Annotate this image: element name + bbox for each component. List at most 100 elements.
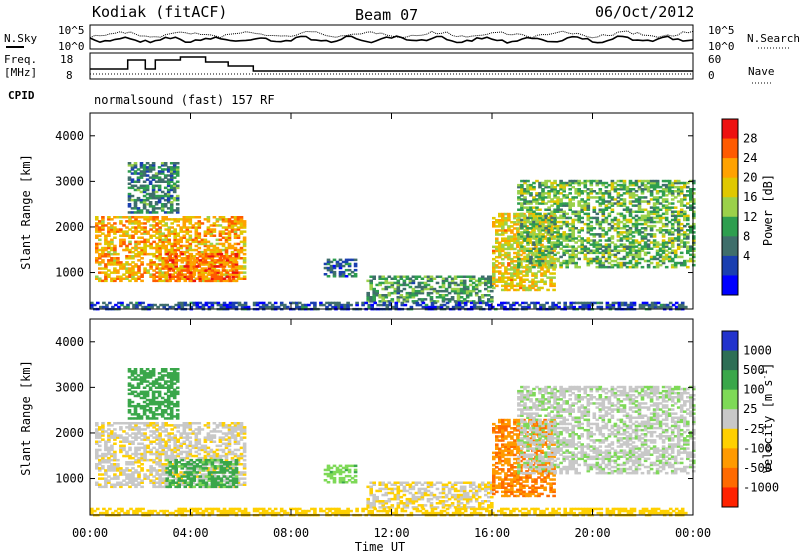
velocity-cell bbox=[122, 454, 126, 458]
power-cell bbox=[197, 226, 202, 229]
power-cell bbox=[151, 188, 156, 192]
power-cell bbox=[161, 234, 165, 237]
power-cell bbox=[532, 206, 536, 209]
power-cell bbox=[390, 281, 395, 285]
power-cell bbox=[128, 240, 132, 244]
power-cell bbox=[154, 207, 159, 210]
power-cell bbox=[182, 252, 187, 256]
power-cell bbox=[538, 194, 542, 197]
velocity-cell bbox=[176, 426, 180, 429]
power-cell bbox=[125, 257, 129, 260]
power-cell bbox=[125, 267, 129, 270]
velocity-cell bbox=[101, 428, 105, 431]
velocity-cell bbox=[188, 424, 193, 427]
power-cell bbox=[113, 222, 117, 225]
power-cell bbox=[604, 257, 609, 261]
power-cell bbox=[441, 285, 446, 289]
power-cell bbox=[119, 277, 123, 280]
power-cell bbox=[182, 230, 187, 233]
power-cell bbox=[616, 251, 621, 255]
power-cell bbox=[378, 300, 382, 303]
power-cell bbox=[637, 179, 642, 183]
power-cell bbox=[169, 186, 174, 190]
power-cell bbox=[628, 243, 633, 246]
power-cell bbox=[133, 162, 138, 165]
velocity-cell bbox=[218, 444, 223, 448]
velocity-cell bbox=[140, 452, 144, 456]
power-cell bbox=[173, 244, 177, 248]
power-cell bbox=[628, 233, 633, 236]
power-cell bbox=[550, 247, 554, 250]
power-cell bbox=[347, 262, 352, 266]
power-cell bbox=[142, 188, 147, 192]
power-cell bbox=[613, 229, 618, 232]
power-cell bbox=[450, 298, 455, 301]
power-cell bbox=[605, 305, 610, 309]
power-cell bbox=[158, 222, 162, 225]
power-cell bbox=[139, 172, 144, 175]
power-cell bbox=[221, 230, 226, 233]
power-cell bbox=[169, 209, 174, 212]
power-cell bbox=[137, 240, 141, 244]
velocity-cell bbox=[182, 458, 187, 462]
velocity-cell bbox=[209, 448, 214, 452]
power-cell bbox=[512, 301, 516, 305]
velocity-cell bbox=[206, 463, 211, 466]
power-cell bbox=[156, 305, 160, 309]
power-cell bbox=[182, 218, 187, 221]
power-cell bbox=[501, 221, 505, 224]
power-cell bbox=[628, 190, 633, 193]
power-cell bbox=[501, 216, 505, 220]
power-cell bbox=[586, 202, 591, 205]
power-cell bbox=[547, 185, 551, 189]
power-cell bbox=[632, 301, 637, 305]
power-cell bbox=[563, 305, 567, 309]
power-cell bbox=[676, 179, 681, 183]
power-cell bbox=[445, 305, 450, 309]
velocity-cell bbox=[155, 471, 159, 474]
power-cell bbox=[166, 166, 171, 169]
power-cell bbox=[140, 232, 144, 235]
power-cell bbox=[673, 253, 678, 257]
power-cell bbox=[617, 301, 622, 305]
velocity-cell bbox=[104, 477, 108, 480]
velocity-cell bbox=[188, 428, 193, 431]
power-cell bbox=[179, 271, 183, 274]
power-cell bbox=[623, 303, 628, 307]
velocity-cell bbox=[98, 469, 102, 472]
power-cell bbox=[378, 283, 382, 287]
power-cell bbox=[137, 230, 141, 233]
power-cell bbox=[526, 185, 530, 189]
power-cell bbox=[529, 214, 533, 218]
power-cell bbox=[670, 210, 675, 213]
velocity-cell bbox=[167, 438, 171, 441]
power-cell bbox=[504, 286, 508, 290]
power-cell bbox=[676, 220, 681, 224]
power-cell bbox=[465, 294, 470, 297]
power-cell bbox=[295, 303, 299, 307]
velocity-cell bbox=[104, 452, 108, 456]
power-cell bbox=[218, 238, 223, 242]
power-cell bbox=[510, 247, 514, 251]
power-cell bbox=[655, 206, 660, 209]
power-cell bbox=[487, 279, 491, 283]
power-cell bbox=[541, 188, 545, 191]
velocity-cell bbox=[137, 477, 141, 480]
power-cell bbox=[535, 255, 539, 259]
power-cell bbox=[417, 291, 422, 295]
power-cell bbox=[113, 228, 117, 231]
power-cell bbox=[523, 237, 527, 240]
power-cell bbox=[562, 216, 566, 220]
power-cell bbox=[625, 218, 630, 222]
velocity-cell bbox=[173, 454, 177, 458]
power-cell bbox=[646, 179, 651, 183]
power-cell bbox=[565, 220, 569, 224]
freq-label-1: Freq. bbox=[4, 53, 37, 66]
velocity-cell bbox=[197, 477, 202, 480]
power-cell bbox=[412, 301, 417, 305]
power-cell bbox=[310, 301, 314, 305]
power-cell bbox=[167, 234, 171, 237]
power-cell bbox=[146, 216, 150, 219]
power-cell bbox=[420, 291, 425, 295]
power-cell bbox=[613, 249, 618, 252]
